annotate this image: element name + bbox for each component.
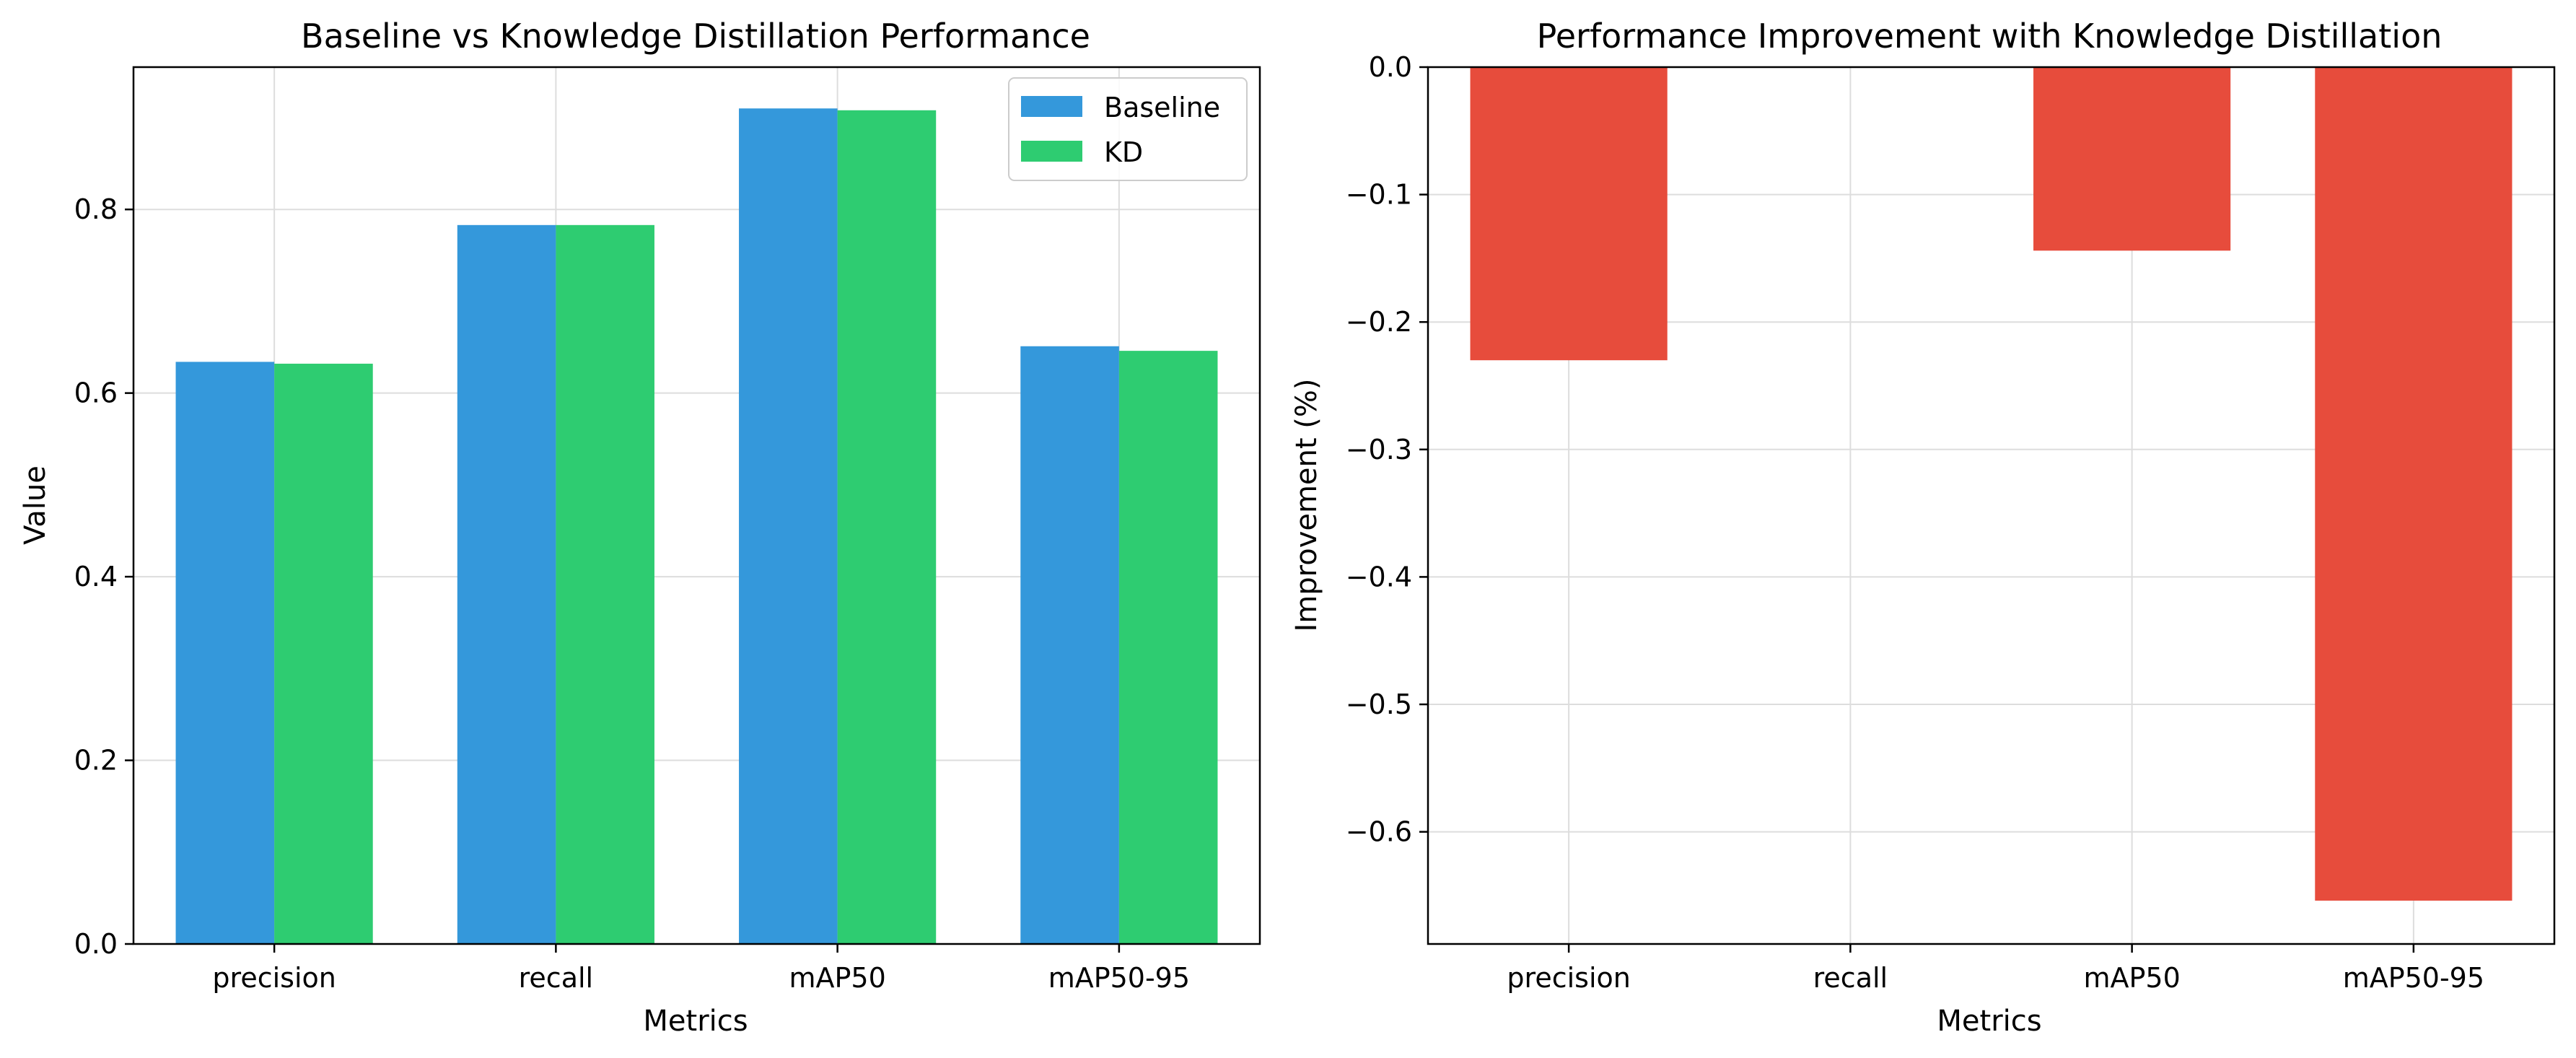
legend-swatch-kd [1021,141,1082,162]
y-tick-label: 0.2 [74,745,118,777]
right-chart-axes-frame [1427,66,2556,945]
x-tick-label: recall [1813,962,1888,994]
right-chart-title: Performance Improvement with Knowledge D… [1537,17,2443,56]
left-chart-x-ticks: precision recall mAP50 mAP50-95 [212,944,1190,994]
y-tick-label: −0.2 [1346,306,1412,338]
bar-kd-recall [556,224,654,944]
left-chart-legend: Baseline KD [1008,77,1248,181]
bar-baseline-precision [175,362,275,944]
right-chart-panel: Performance Improvement with Knowledge D… [1290,17,2556,1038]
y-tick-label: −0.6 [1346,816,1412,848]
right-chart-y-axis-label: Improvement (%) [1290,378,1323,631]
x-tick-label: mAP50-95 [2343,962,2484,994]
left-chart-y-ticks: 0.0 0.2 0.4 0.6 0.8 [74,193,133,960]
left-chart-y-axis-label: Value [19,465,52,545]
bar-baseline-recall [457,224,556,944]
x-tick-label: precision [212,962,336,994]
y-tick-label: −0.5 [1346,688,1412,720]
y-tick-label: 0.4 [74,561,118,593]
x-tick-label: mAP50 [2083,962,2180,994]
y-tick-label: −0.3 [1346,434,1412,465]
left-chart-axes-frame [132,66,1261,945]
right-chart-x-ticks: precision recall mAP50 mAP50-95 [1507,944,2484,994]
right-chart-x-axis-label: Metrics [1937,1005,2041,1038]
left-chart-bars [175,108,1218,945]
bar-map50 [2033,67,2231,251]
y-tick-label: −0.1 [1346,179,1412,211]
bar-kd-map50 [837,110,937,945]
x-tick-label: mAP50-95 [1048,962,1190,994]
right-chart-y-ticks: 0.0 −0.1 −0.2 −0.3 −0.4 −0.5 −0.6 [1346,51,1428,848]
bar-precision [1470,67,1668,361]
left-chart-title: Baseline vs Knowledge Distillation Perfo… [301,17,1090,56]
right-chart-bars [1470,67,2513,901]
left-chart-x-axis-label: Metrics [643,1005,748,1038]
legend-label-baseline: Baseline [1104,92,1220,123]
y-tick-label: 0.0 [1369,51,1412,83]
x-tick-label: precision [1507,962,1630,994]
bar-map50-95 [2315,67,2513,901]
bar-kd-map50-95 [1118,351,1218,945]
bar-baseline-map50-95 [1020,346,1119,944]
y-tick-label: 0.6 [74,377,118,409]
bar-baseline-map50 [739,108,838,944]
y-tick-label: 0.0 [74,928,118,960]
y-tick-label: 0.8 [74,193,118,225]
x-tick-label: recall [519,962,593,994]
legend-label-kd: KD [1104,136,1143,168]
left-chart-panel: Baseline vs Knowledge Distillation Perfo… [19,17,1261,1038]
x-tick-label: mAP50 [789,962,885,994]
bar-kd-precision [274,363,373,945]
y-tick-label: −0.4 [1346,561,1412,593]
legend-swatch-baseline [1021,96,1082,117]
